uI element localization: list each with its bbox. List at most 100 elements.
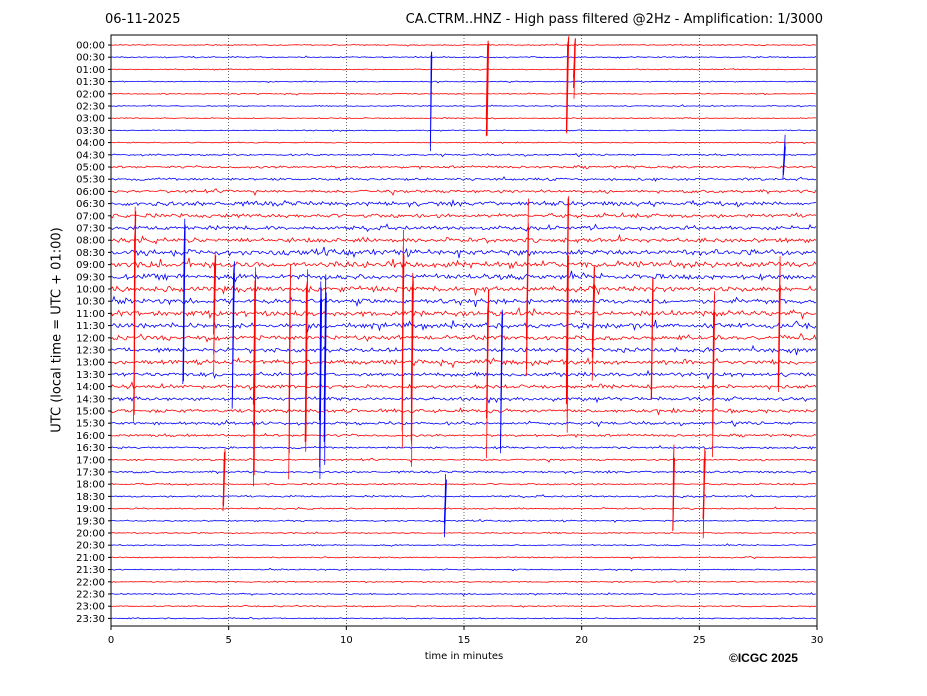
trace-1700 [110,457,817,463]
y-tick-label: 10:30 [76,297,105,308]
trace-1000 [110,282,817,296]
y-axis-label: UTC (local time = UTC + 01:00) [49,227,65,433]
plot-frame [110,34,818,627]
trace-1430 [110,396,817,405]
y-tick-label: 03:00 [76,114,105,125]
trace-0530 [110,176,817,182]
spike-19 [565,196,570,433]
y-tick-label: 18:00 [76,480,105,491]
y-tick-label: 09:00 [76,260,105,271]
y-tick-label: 07:00 [76,211,105,222]
y-tick-label: 01:30 [76,77,105,88]
trace-1100 [110,306,817,320]
y-tick-label: 22:30 [76,590,105,601]
y-tick-label: 01:00 [76,65,105,76]
spike-3 [573,38,576,99]
trace-1600 [110,432,817,438]
y-tick-label: 09:30 [76,272,105,283]
spike-14 [401,229,405,449]
trace-1200 [110,332,817,343]
spike-26 [672,444,675,532]
trace-0900 [110,257,817,270]
trace-0930 [110,270,817,283]
x-axis-label: time in minutes [424,651,504,662]
spike-7 [213,251,217,373]
trace-0700 [110,212,817,219]
trace-0800 [110,233,817,245]
x-tick-label: 0 [108,635,114,646]
x-tick-label: 15 [458,635,471,646]
trace-1130 [110,319,817,333]
x-tick-label: 5 [225,635,231,646]
trace-2330 [110,616,817,620]
spike-15 [410,272,414,467]
y-tick-label: 20:00 [76,529,105,540]
y-tick-label: 19:30 [76,516,105,527]
trace-1830 [110,494,817,499]
chart-date: 06-11-2025 [105,12,181,27]
y-tick-label: 21:30 [76,565,105,576]
spike-2 [565,36,570,134]
y-tick-label: 13:30 [76,370,105,381]
spike-23 [777,256,781,393]
trace-2130 [110,567,817,572]
trace-0630 [110,198,817,208]
x-tick-label: 20 [575,635,588,646]
spike-17 [500,309,503,454]
y-tick-label: 15:30 [76,419,105,430]
y-tick-label: 16:30 [76,443,105,454]
spike-8 [231,261,235,409]
trace-0000 [110,43,817,47]
trace-1330 [110,369,817,380]
trace-1530 [110,419,817,428]
y-tick-label: 19:00 [76,504,105,515]
y-tick-label: 11:00 [76,309,105,320]
y-tick-label: 17:00 [76,455,105,466]
spike-27 [702,448,706,539]
y-tick-label: 17:30 [76,468,105,479]
spike-22 [712,291,716,458]
trace-0430 [110,152,817,158]
y-tick-label: 05:30 [76,175,105,186]
spike-20 [591,265,596,381]
trace-0330 [110,129,817,133]
trace-0500 [110,165,817,170]
trace-1030 [110,295,817,308]
spike-11 [304,269,308,452]
trace-2100 [110,555,816,560]
trace-1230 [110,344,817,356]
y-tick-label: 08:00 [76,236,105,247]
spike-12 [319,281,323,479]
trace-2230 [110,592,817,597]
chart-title: CA.CTRM..HNZ - High pass filtered @2Hz -… [405,12,823,27]
spike-9 [252,267,257,487]
trace-1630 [110,445,817,450]
y-tick-label: 12:00 [76,333,105,344]
y-tick-label: 07:30 [76,224,105,235]
trace-1900 [110,506,817,511]
y-tick-label: 06:30 [76,199,105,210]
trace-1300 [110,357,817,369]
trace-0830 [110,246,817,259]
spike-4 [782,134,786,179]
trace-1930 [110,518,817,523]
x-tick-label: 10 [340,635,353,646]
grid-lines [228,35,700,626]
spike-24 [222,448,226,512]
spike-21 [650,277,654,400]
trace-0730 [110,223,817,232]
trace-0200 [110,92,817,96]
y-tick-label: 04:00 [76,138,105,149]
y-tick-label: 21:00 [76,553,105,564]
trace-2030 [110,543,817,547]
trace-1500 [110,407,817,416]
trace-1400 [110,381,817,391]
trace-0300 [110,117,817,120]
y-tick-label: 02:00 [76,89,105,100]
y-tick-label: 18:30 [76,492,105,503]
trace-group [110,36,817,620]
trace-1730 [110,469,817,475]
y-tick-label: 05:00 [76,163,105,174]
